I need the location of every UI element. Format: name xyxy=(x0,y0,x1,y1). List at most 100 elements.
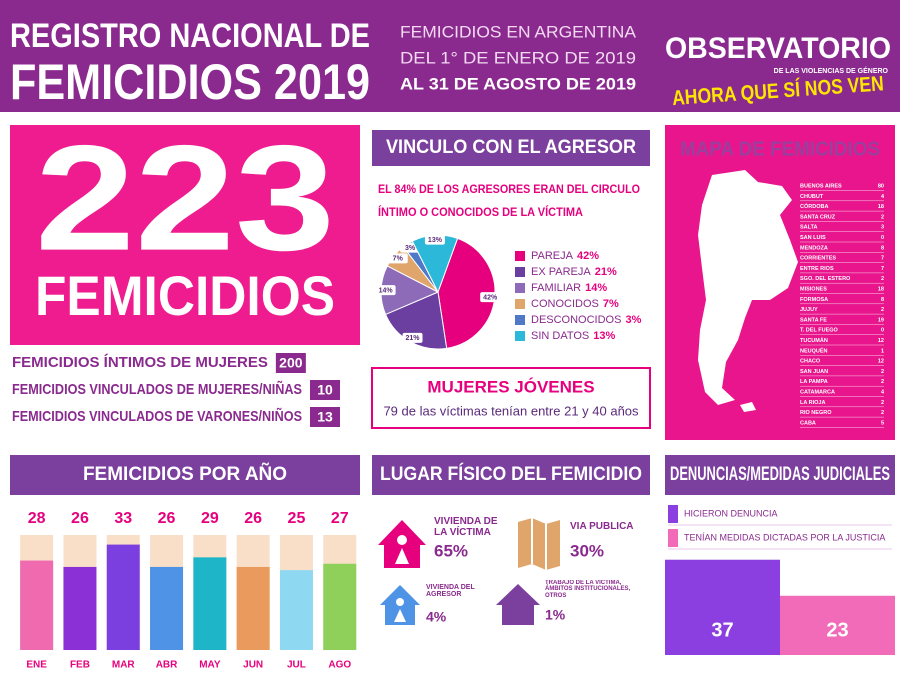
province-value: 0 xyxy=(881,328,884,334)
province-value: 2 xyxy=(881,276,884,282)
section-title-bar xyxy=(372,130,650,166)
province-name: BUENOS AIRES xyxy=(800,183,842,189)
breakdown-value: 13 xyxy=(317,409,333,425)
province-name: CABA xyxy=(800,420,816,426)
province-value: 2 xyxy=(881,410,884,416)
young-women-box xyxy=(371,367,651,429)
logo-sub: DE LAS VIOLENCIAS DE GÉNERO xyxy=(774,66,889,75)
section-title-bar xyxy=(665,455,895,495)
x-tick-label: AGO xyxy=(328,660,351,671)
province-value: 80 xyxy=(878,183,884,189)
header-period: DEL 1° DE ENERO DE 2019 xyxy=(400,48,636,67)
place-value: 65% xyxy=(434,541,468,560)
province-name: NEUQUÉN xyxy=(800,346,828,354)
icon-house xyxy=(380,585,420,625)
place-label: VIVIENDA DEL AGRESOR xyxy=(426,584,475,599)
province-value: 12 xyxy=(878,338,884,344)
legend-label: DESCONOCIDOS xyxy=(531,314,621,326)
bar-value: 28 xyxy=(28,510,46,527)
x-tick-label: MAY xyxy=(199,660,221,671)
legend-swatch xyxy=(515,251,525,261)
legend-value: 13% xyxy=(593,330,615,342)
legend-swatch xyxy=(515,331,525,341)
province-name: FORMOSA xyxy=(800,297,828,303)
bar xyxy=(63,566,97,650)
legend-swatch xyxy=(515,267,525,277)
breakdown-badge xyxy=(310,380,340,400)
province-value: 8 xyxy=(881,297,884,303)
x-tick-label: JUN xyxy=(243,660,263,671)
province-value: 4 xyxy=(881,389,885,395)
slice-label-bg xyxy=(375,285,396,296)
legend-value: 14% xyxy=(585,282,607,294)
bar-value: 33 xyxy=(114,510,132,527)
province-name: T. DEL FUEGO xyxy=(800,328,839,334)
bar-value: 26 xyxy=(71,510,89,527)
province-value: 7 xyxy=(881,256,884,262)
place-label: TRABAJO DE LA VÍCTIMA, ÁMBITOS INSTITUCI… xyxy=(545,580,631,599)
header-period: FEMICIDIOS EN ARGENTINA xyxy=(400,22,637,41)
place-label: VIA PÚBLICA xyxy=(570,522,634,532)
section-title-bar xyxy=(372,455,650,495)
province-name: MENDOZA xyxy=(800,245,828,251)
bar xyxy=(279,570,313,650)
slice-label: 7% xyxy=(393,256,404,263)
bar xyxy=(150,566,184,650)
legend-label: CONOCIDOS xyxy=(531,298,599,310)
province-name: CHACO xyxy=(800,359,821,365)
slice-label: 42% xyxy=(483,295,498,302)
logo-main: OBSERVATORIO xyxy=(665,32,891,65)
province-value: 4 xyxy=(881,194,885,200)
province-value: 18 xyxy=(878,286,884,292)
province-value: 2 xyxy=(881,379,884,385)
section-title: LUGAR FÍSICO DEL FEMICIDIO xyxy=(380,463,642,485)
province-value: 12 xyxy=(878,359,884,365)
slice-label-bg xyxy=(387,253,408,264)
province-name: RIO NEGRO xyxy=(800,410,832,416)
header-band xyxy=(0,0,900,112)
bar-value: 23 xyxy=(826,619,848,641)
bar xyxy=(780,595,895,655)
breakdown-label: FEMICIDIOS VINCULADOS DE VARONES/NIÑOS xyxy=(12,407,302,425)
slice-label: 14% xyxy=(379,287,394,294)
place-value: 30% xyxy=(570,541,604,560)
province-name: CATAMARCA xyxy=(800,389,835,395)
place-value: 1% xyxy=(545,607,566,623)
province-value: 7 xyxy=(881,266,884,272)
total-label: FEMICIDIOS xyxy=(35,264,335,327)
map-title: MAPA DE FEMICIDIOS xyxy=(680,138,880,160)
legend-swatch xyxy=(515,299,525,309)
icon-map xyxy=(518,518,560,570)
slice-label: 3% xyxy=(405,245,416,252)
breakdown-badge xyxy=(275,353,306,373)
province-name: LA RIOJA xyxy=(800,400,825,406)
province-name: SAN LUIS xyxy=(800,235,826,241)
bar xyxy=(193,557,227,650)
place-label-box: TRABAJO DE LA VÍCTIMA, ÁMBITOS INSTITUCI… xyxy=(545,580,631,599)
subtitle: EL 84% DE LOS AGRESORES ERAN DEL CIRCULO xyxy=(378,182,640,196)
province-value: 5 xyxy=(881,420,884,426)
bar xyxy=(106,544,140,650)
header-title: FEMICIDIOS 2019 xyxy=(10,54,370,110)
bar xyxy=(20,560,54,650)
x-tick-label: ABR xyxy=(156,660,178,671)
section-title: FEMICIDIOS POR AÑO xyxy=(83,463,287,485)
legend-value: 21% xyxy=(595,266,617,278)
slice-label-bg xyxy=(424,234,445,245)
province-value: 2 xyxy=(881,400,884,406)
slice-label: 21% xyxy=(406,335,421,342)
bar-value: 37 xyxy=(711,619,733,641)
breakdown-value: 200 xyxy=(279,355,303,371)
province-value: 8 xyxy=(881,245,884,251)
slice-label: 13% xyxy=(428,237,443,244)
subtitle: ÍNTIMO O CONOCIDOS DE LA VÍCTIMA xyxy=(378,204,583,219)
bar-value: 29 xyxy=(201,510,219,527)
legend-value: 3% xyxy=(625,314,641,326)
bar-value: 25 xyxy=(288,510,306,527)
icon-house xyxy=(496,584,540,625)
bar xyxy=(236,566,270,650)
bar-value: 26 xyxy=(158,510,176,527)
place-label-box: VIVIENDA DE LA VÍCTIMA xyxy=(434,517,498,537)
legend-swatch xyxy=(668,505,678,523)
